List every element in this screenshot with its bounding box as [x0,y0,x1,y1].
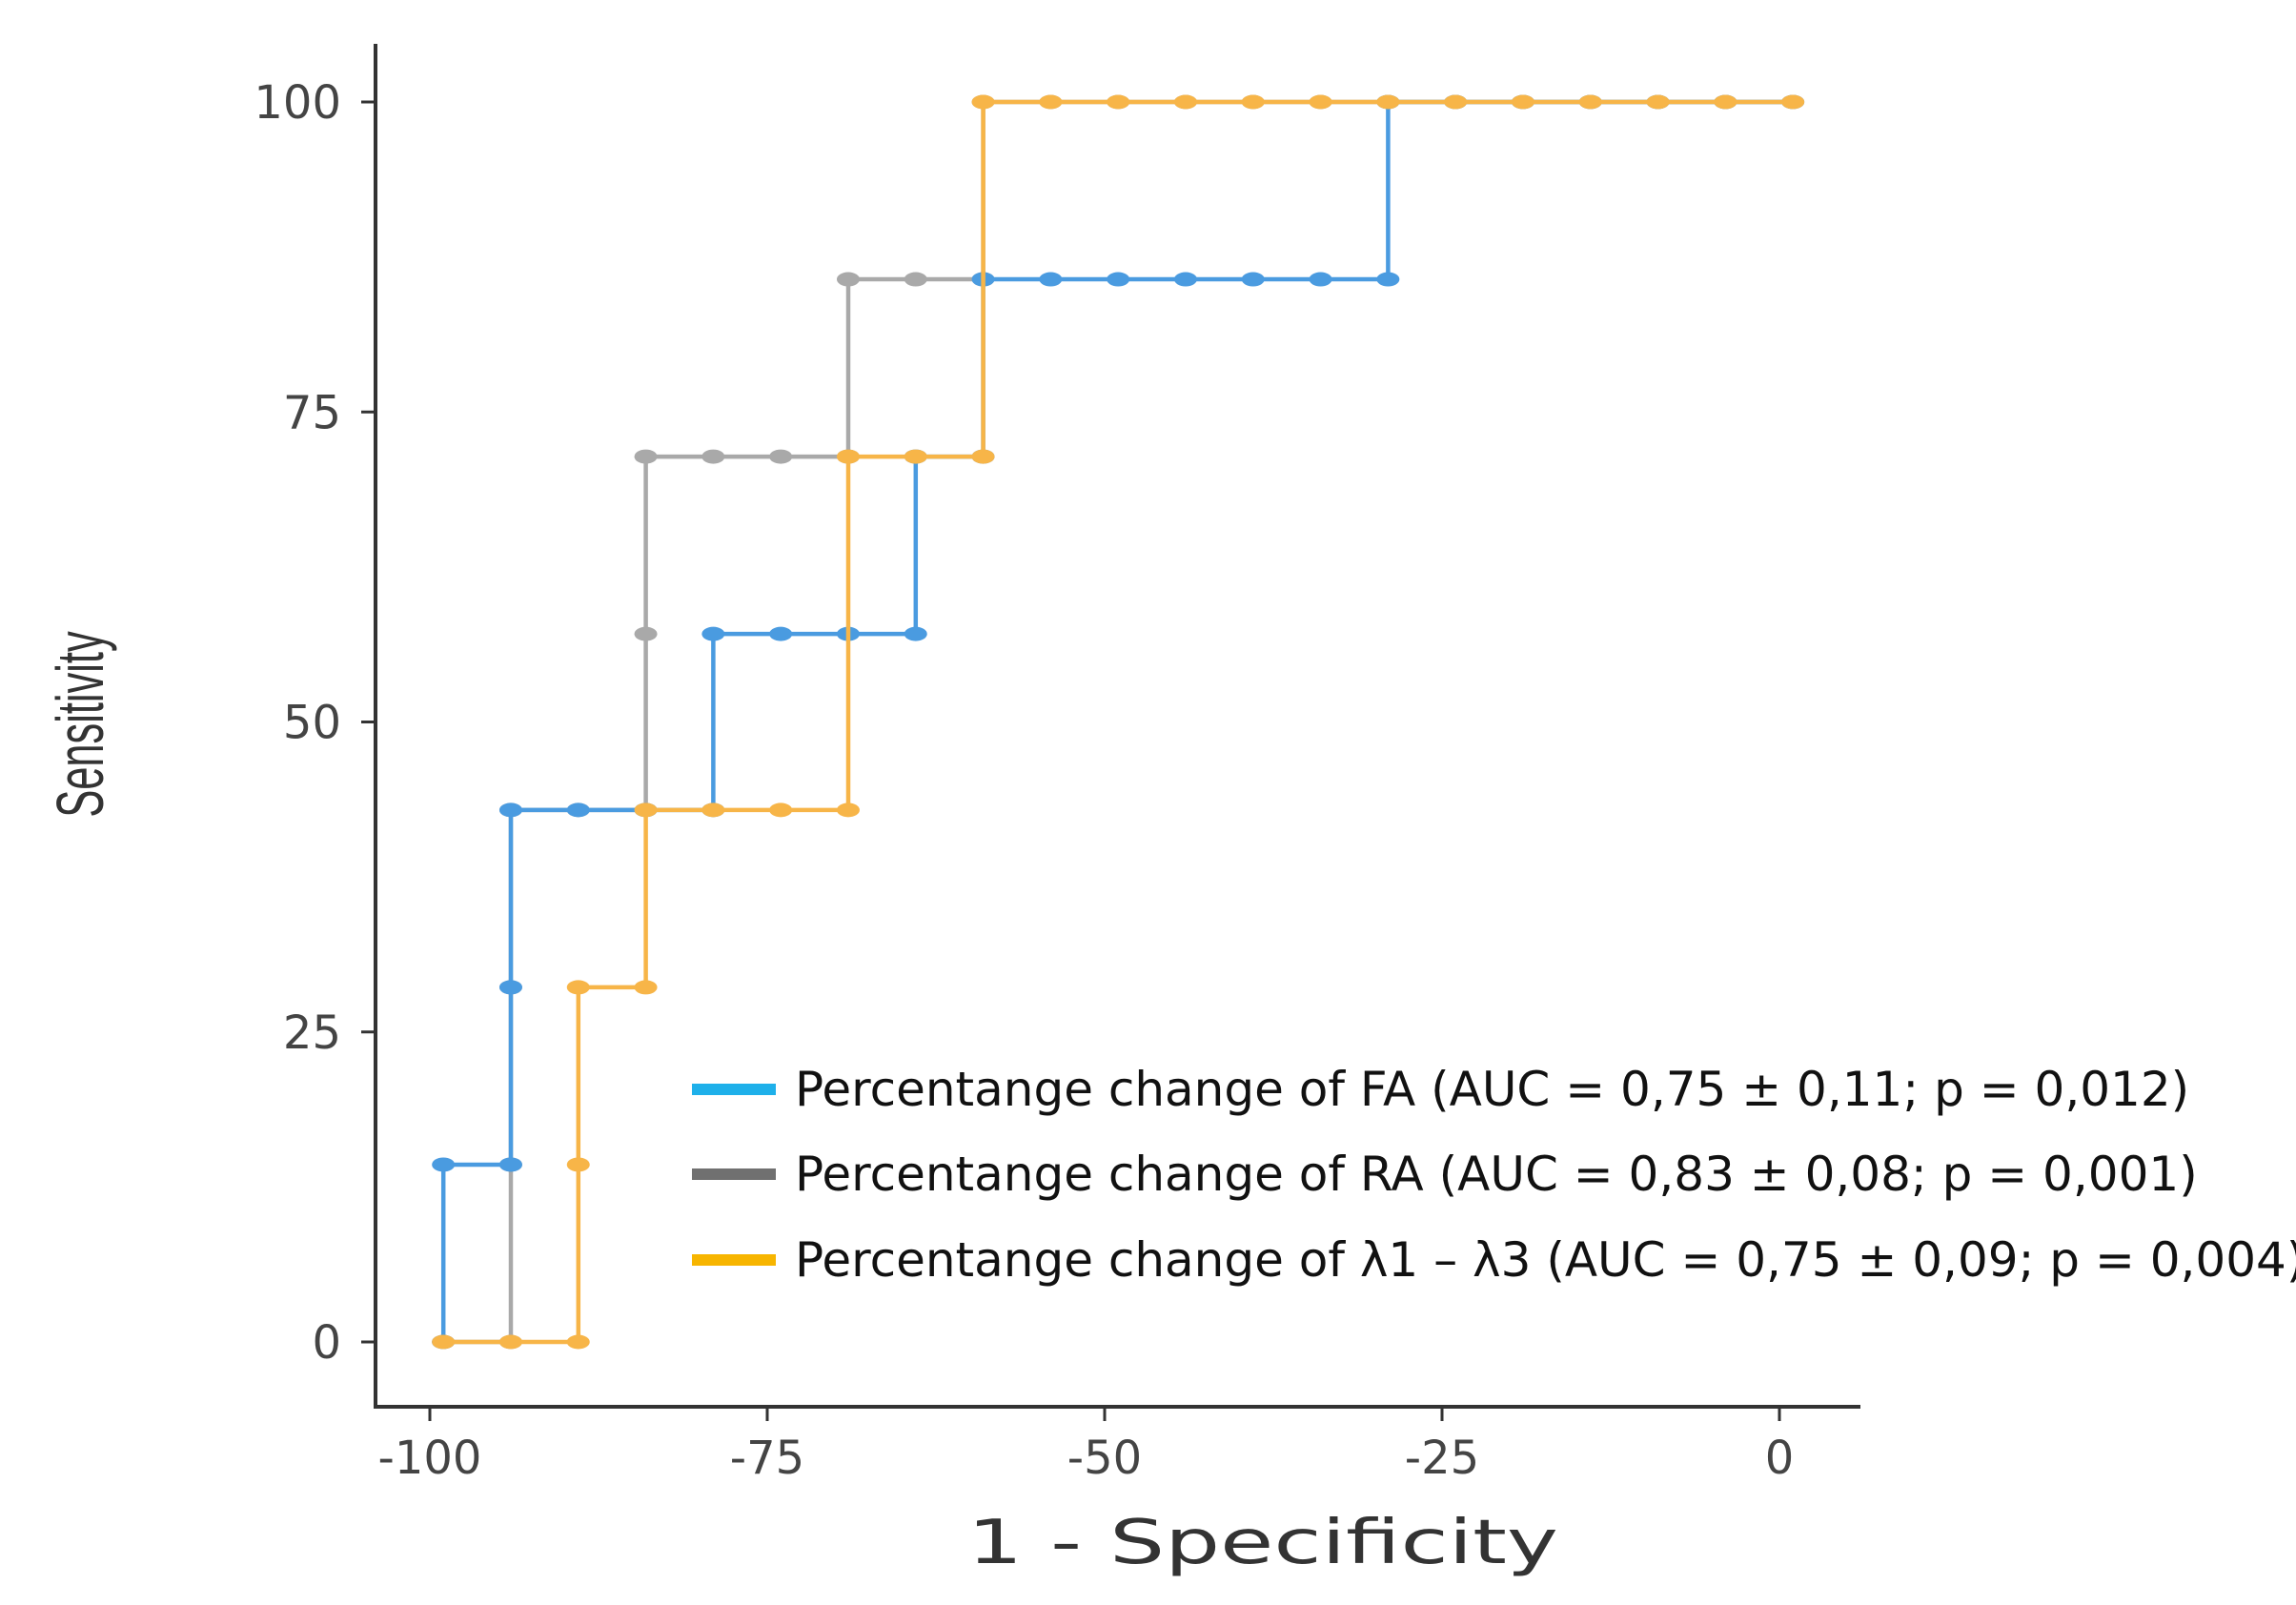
data-point [1444,94,1468,110]
data-point [1309,94,1332,110]
data-point [1241,94,1265,110]
data-point [971,449,995,464]
legend: Percentange change of FA (AUC = 0,75 ± 0… [692,1062,2296,1288]
data-point [1039,94,1063,110]
data-point [1107,272,1130,287]
x-tick-label: -75 [730,1432,804,1485]
data-point [498,1334,522,1350]
data-point [1376,272,1400,287]
data-point [904,272,927,287]
y-tick-label: 75 [283,386,341,439]
data-point [634,802,658,818]
legend-swatch [692,1084,776,1095]
data-point [769,626,793,641]
x-tick-label: -100 [378,1432,482,1485]
data-point [566,980,590,995]
data-point [904,626,927,641]
series-2 [432,94,1805,1350]
axes: -100 -75 -50 -25 0 0 25 50 75 100 [254,44,1860,1485]
y-axis-title: Sensitivity [43,631,117,817]
x-tick-label: -50 [1067,1432,1142,1485]
data-point [1173,94,1197,110]
data-point [701,626,725,641]
data-point [836,272,860,287]
data-point [971,94,995,110]
data-point [498,1157,522,1172]
data-point [1511,94,1534,110]
data-point [836,449,860,464]
x-ticks: -100 -75 -50 -25 0 [378,1407,1795,1485]
data-point [701,802,725,818]
y-ticks: 0 25 50 75 100 [254,76,376,1370]
legend-swatch [692,1168,776,1180]
legend-label: Percentange change of λ1 – λ3 (AUC = 0,7… [795,1232,2296,1288]
legend-label: Percentange change of RA (AUC = 0,83 ± 0… [795,1147,2198,1202]
data-point [1781,94,1805,110]
series-layer [432,94,1805,1350]
data-point [1646,94,1670,110]
data-point [566,1157,590,1172]
data-point [1376,94,1400,110]
data-point [1241,272,1265,287]
data-point [1309,272,1332,287]
y-tick-label: 25 [283,1006,341,1060]
y-tick-label: 50 [283,697,341,750]
data-point [769,449,793,464]
data-point [634,626,658,641]
x-tick-label: 0 [1765,1432,1795,1485]
data-point [634,980,658,995]
data-point [836,802,860,818]
y-tick-label: 0 [312,1316,341,1370]
data-point [769,802,793,818]
data-point [432,1334,456,1350]
data-point [1578,94,1602,110]
data-point [498,980,522,995]
data-point [566,1334,590,1350]
data-point [1173,272,1197,287]
data-point [701,449,725,464]
data-point [904,449,927,464]
data-point [498,802,522,818]
data-point [1107,94,1130,110]
data-point [432,1157,456,1172]
data-point [566,802,590,818]
legend-label: Percentange change of FA (AUC = 0,75 ± 0… [795,1062,2189,1117]
legend-swatch [692,1254,776,1266]
data-point [634,449,658,464]
x-axis-title: 1 - Specificity [967,1508,1558,1578]
x-tick-label: -25 [1405,1432,1479,1485]
data-point [1039,272,1063,287]
data-point [1714,94,1737,110]
y-tick-label: 100 [254,76,341,130]
